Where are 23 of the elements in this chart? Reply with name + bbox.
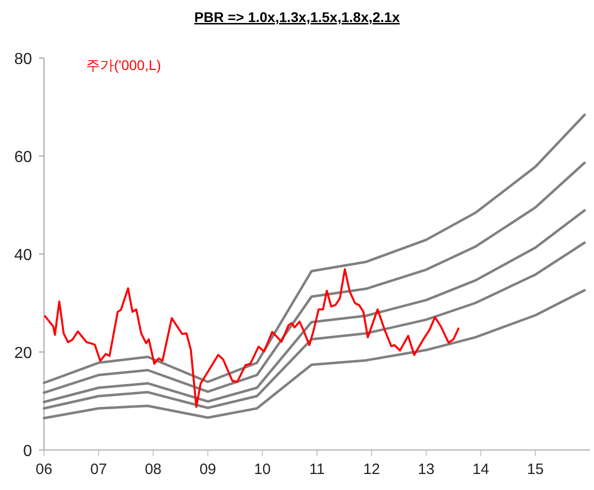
y-tick-label: 20	[14, 345, 32, 362]
line-series	[42, 289, 586, 420]
y-tick-label: 60	[14, 149, 32, 166]
text: 주가('000,L)	[86, 57, 162, 73]
line-series	[42, 209, 586, 404]
line-series	[42, 241, 586, 410]
line-series	[42, 162, 586, 394]
y-tick-label: 0	[23, 443, 32, 460]
x-tick-label: 15	[527, 461, 544, 478]
x-tick-label: 09	[199, 461, 216, 478]
x-tick-label: 08	[144, 461, 162, 478]
line-series	[42, 114, 586, 384]
line-series	[44, 268, 460, 408]
x-tick-label: 14	[472, 461, 490, 478]
y-tick-label: 80	[14, 51, 32, 68]
x-tick-label: 06	[36, 461, 52, 478]
x-tick-label: 12	[363, 461, 380, 478]
x-tick-label: 13	[418, 461, 435, 478]
x-tick-label: 11	[309, 461, 325, 478]
chart-title: PBR => 1.0x,1.3x,1.5x,1.8x,2.1x	[194, 9, 400, 25]
y-tick-label: 40	[14, 247, 32, 264]
x-tick-label: 10	[254, 461, 271, 478]
x-tick-label: 07	[90, 461, 107, 478]
